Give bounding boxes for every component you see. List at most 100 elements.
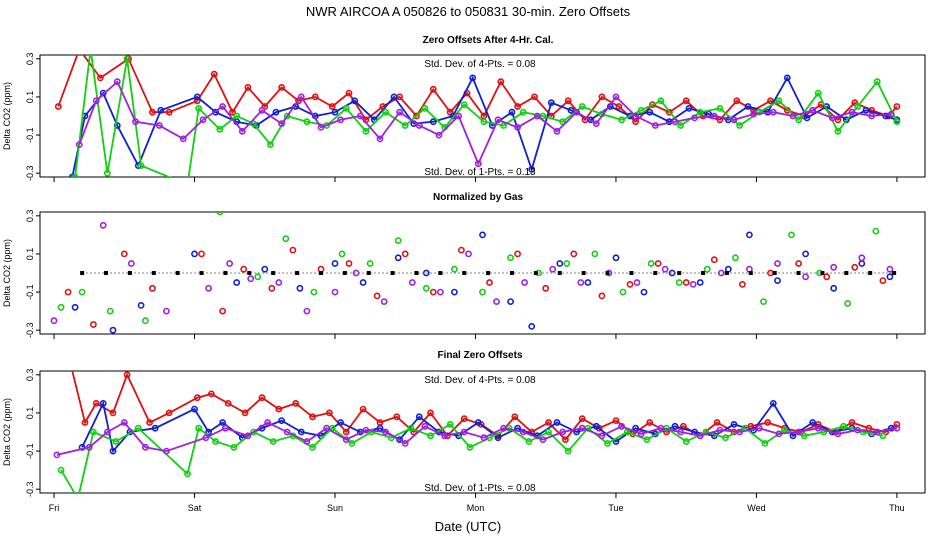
data-point: [373, 292, 381, 300]
day-label-fri: Fri: [49, 503, 60, 513]
data-point: [893, 420, 901, 428]
data-point: [578, 424, 586, 432]
data-point: [525, 438, 533, 445]
data-point: [834, 127, 842, 135]
data-point: [553, 419, 561, 426]
data-point: [414, 271, 419, 275]
data-point: [148, 284, 156, 292]
data-point: [612, 254, 620, 262]
data-point: [671, 118, 679, 126]
data-point: [85, 443, 93, 451]
data-point: [205, 284, 212, 292]
data-point: [559, 428, 566, 436]
data-point: [247, 271, 252, 275]
data-point: [109, 447, 117, 455]
data-point: [362, 426, 370, 434]
series-blue: [78, 399, 895, 455]
panel-1-title: Zero Offsets After 4-Hr. Cal.: [423, 35, 554, 46]
data-point: [415, 122, 423, 129]
data-point: [345, 260, 353, 267]
data-point: [53, 451, 61, 459]
data-point: [295, 271, 300, 275]
data-point: [834, 430, 842, 438]
data-point: [823, 273, 831, 281]
data-point: [64, 288, 72, 296]
data-point: [545, 428, 552, 436]
data-point: [462, 271, 467, 275]
panel-1-frame: [39, 54, 926, 178]
data-point: [755, 108, 763, 116]
data-point: [230, 443, 238, 451]
data-point: [123, 371, 131, 379]
data-point: [783, 74, 791, 82]
data-point: [241, 409, 249, 417]
data-point: [893, 424, 901, 432]
y-tick-label: -0.1: [25, 284, 35, 300]
data-point: [435, 131, 443, 139]
data-point: [216, 212, 224, 216]
data-point: [219, 307, 226, 315]
data-point: [671, 422, 679, 430]
data-point: [226, 260, 233, 267]
data-point: [696, 108, 704, 116]
data-point: [141, 443, 149, 451]
x-axis-label: Date (UTC): [435, 519, 501, 534]
data-point: [511, 413, 519, 421]
data-point: [92, 399, 100, 407]
data-point: [772, 271, 777, 275]
data-point: [479, 231, 486, 239]
data-point: [480, 434, 488, 442]
data-point: [539, 436, 547, 443]
data-point: [328, 103, 336, 110]
data-point: [342, 271, 347, 275]
data-point: [592, 422, 600, 430]
data-point: [323, 424, 330, 432]
data-point: [696, 279, 704, 286]
data-point: [710, 256, 718, 264]
data-point: [469, 74, 477, 82]
data-point: [296, 284, 304, 292]
data-point: [68, 173, 76, 177]
data-point: [148, 108, 156, 116]
data-point: [450, 265, 458, 273]
data-point: [362, 127, 370, 135]
data-point: [202, 434, 210, 442]
data-point: [682, 97, 690, 105]
data-point: [736, 428, 743, 436]
data-point: [767, 97, 774, 105]
data-point: [713, 419, 721, 426]
data-point: [382, 428, 389, 436]
data-point: [887, 110, 895, 118]
data-point: [151, 424, 159, 432]
panel-2-xticks: [53, 334, 898, 339]
data-point: [612, 417, 620, 424]
data-point: [696, 432, 704, 440]
data-point: [563, 260, 571, 267]
data-point: [394, 254, 402, 262]
data-point: [193, 97, 201, 105]
data-point: [598, 292, 606, 300]
data-point: [879, 277, 887, 284]
panel-3-ylabel: Delta CO2 (ppm): [2, 398, 12, 466]
data-point: [179, 135, 187, 143]
data-point: [90, 321, 97, 328]
data-point: [814, 89, 822, 97]
data-point: [653, 271, 658, 275]
data-point: [604, 439, 611, 447]
data-point: [802, 273, 809, 281]
data-point: [510, 271, 514, 275]
panel-3-marks: [53, 371, 901, 493]
data-point: [859, 428, 867, 436]
data-point: [75, 141, 83, 148]
data-point: [736, 122, 743, 129]
data-point: [716, 105, 724, 112]
data-point: [120, 250, 128, 258]
data-point: [682, 438, 690, 445]
data-point: [134, 424, 142, 432]
data-point: [90, 428, 97, 436]
data-point: [283, 112, 291, 120]
panel-2-frame: [39, 211, 926, 335]
data-point: [570, 250, 578, 258]
data-point: [507, 298, 514, 305]
data-point: [803, 114, 811, 122]
